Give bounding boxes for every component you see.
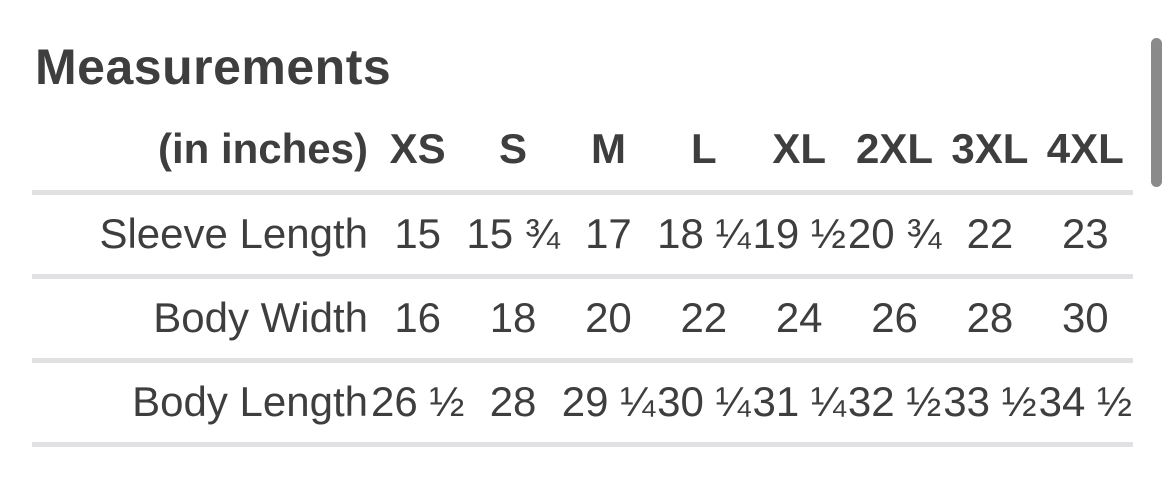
cell-body-length-3xl: 33 ½ (943, 378, 1037, 425)
cell-sleeve-length-2xl: 20 ¾ (847, 210, 942, 257)
column-header-m: M (590, 124, 626, 172)
column-header-l: L (690, 124, 717, 172)
column-header-xs: XS (389, 124, 446, 172)
cell-sleeve-length-4xl: 23 (1061, 210, 1109, 257)
cell-body-length-xl: 31 ¼ (752, 378, 846, 425)
cell-sleeve-length-l: 18 ¼ (657, 210, 751, 257)
cell-body-width-xs: 16 (394, 294, 442, 341)
table-row-body-width: Body Width 16 18 20 22 24 26 28 30 (32, 276, 1133, 360)
cell-body-length-xs: 26 ½ (370, 378, 465, 425)
cell-sleeve-length-xs: 15 (394, 210, 442, 257)
cell-sleeve-length-3xl: 22 (966, 210, 1014, 257)
cell-body-width-m: 20 (585, 294, 632, 341)
vertical-scrollbar-thumb[interactable] (1151, 38, 1162, 187)
cell-body-width-3xl: 28 (966, 294, 1014, 341)
row-label-body-length: Body Length (132, 378, 368, 425)
cell-body-width-xl: 24 (775, 294, 823, 341)
column-header-3xl: 3XL (951, 124, 1029, 172)
cell-body-length-2xl: 32 ½ (847, 378, 942, 425)
row-label-sleeve-length: Sleeve Length (99, 210, 368, 257)
cell-body-width-l: 22 (680, 294, 728, 341)
cell-sleeve-length-s: 15 ¾ (466, 210, 560, 257)
measurements-table: (in inches) XS S M L XL 2XL 3XL 4XL Slee… (32, 108, 1133, 447)
column-header-4xl: 4XL (1046, 124, 1124, 172)
cell-sleeve-length-m: 17 (585, 210, 632, 257)
cell-body-width-4xl: 30 (1061, 294, 1109, 341)
cell-body-width-s: 18 (489, 294, 537, 341)
cell-body-width-2xl: 26 (871, 294, 918, 341)
cell-body-length-s: 28 (489, 378, 537, 425)
table-row-sleeve-length: Sleeve Length 15 15 ¾ 17 18 ¼ 19 ½ 20 ¾ … (32, 192, 1133, 276)
cell-body-length-4xl: 34 ½ (1038, 378, 1133, 425)
column-header-xl: XL (772, 124, 827, 172)
page-title: Measurements (35, 39, 392, 95)
table-header-row: (in inches) XS S M L XL 2XL 3XL 4XL (32, 108, 1133, 192)
table-row-body-length: Body Length 26 ½ 28 29 ¼ 30 ¼ 31 ¼ 32 ½ … (32, 360, 1133, 444)
cell-sleeve-length-xl: 19 ½ (752, 210, 846, 257)
column-header-2xl: 2XL (856, 124, 934, 172)
column-header-s: S (499, 124, 528, 172)
cell-body-length-l: 30 ¼ (657, 378, 751, 425)
unit-label: (in inches) (157, 124, 368, 172)
row-label-body-width: Body Width (153, 294, 368, 341)
cell-body-length-m: 29 ¼ (561, 378, 656, 425)
